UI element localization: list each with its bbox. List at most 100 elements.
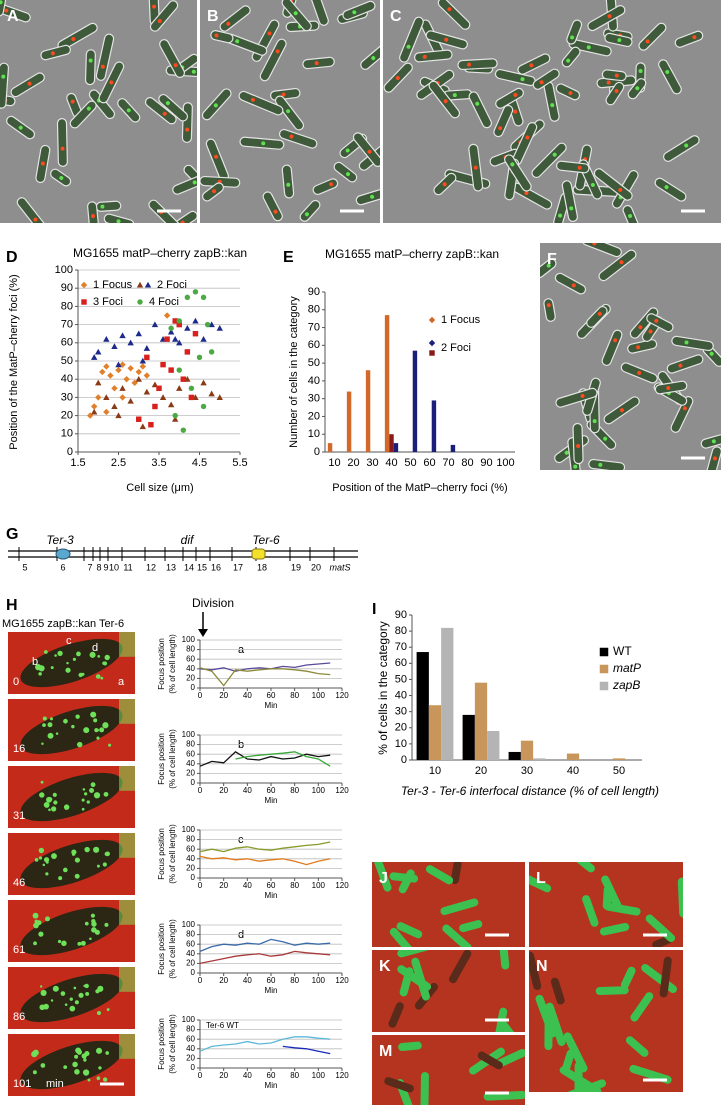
cell-body xyxy=(574,1061,583,1092)
cell-spot xyxy=(59,176,64,181)
point xyxy=(123,376,130,383)
cell-body xyxy=(605,81,625,106)
focus-spot xyxy=(57,650,63,656)
cell-body xyxy=(87,201,101,223)
x-tick-label: 70 xyxy=(442,457,454,469)
cell xyxy=(645,914,676,942)
cell-body xyxy=(586,305,608,328)
cell-body xyxy=(262,191,283,222)
cell-body xyxy=(562,1049,575,1073)
cell-body xyxy=(663,135,700,162)
point xyxy=(127,365,134,372)
y-tick-label: 60 xyxy=(186,844,195,853)
cell-body xyxy=(645,914,676,942)
cell-body xyxy=(620,966,636,989)
bright-edge xyxy=(119,833,135,858)
point xyxy=(192,317,199,324)
line xyxy=(199,841,331,853)
y-tick-label: 40 xyxy=(61,373,73,385)
cell xyxy=(425,30,468,50)
cell-body xyxy=(561,180,579,222)
focus-spot xyxy=(90,782,96,788)
x-tick-label: 80 xyxy=(290,976,299,985)
cell xyxy=(602,885,612,910)
point xyxy=(111,403,118,410)
focus-spot xyxy=(45,872,49,876)
legend-label: zapB xyxy=(612,678,640,692)
cell-spot xyxy=(524,191,529,196)
cell-body xyxy=(0,62,10,109)
cell-spot xyxy=(345,172,350,177)
cell-spot xyxy=(539,80,544,85)
x-tick-label: 100 xyxy=(312,786,326,795)
focus-spot xyxy=(90,913,96,918)
y-tick-label: 50 xyxy=(395,673,407,685)
focus-spot xyxy=(50,999,54,1002)
micrograph xyxy=(383,0,721,223)
x-tick-label: 100 xyxy=(312,976,326,985)
bar xyxy=(450,444,456,452)
micrograph xyxy=(372,862,525,947)
focus-spot xyxy=(89,788,95,794)
cell xyxy=(238,90,284,116)
bright-edge xyxy=(119,632,135,657)
x-axis-label: Min xyxy=(265,796,278,805)
x-tick-label: 1.5 xyxy=(70,457,85,469)
cell-spot xyxy=(571,283,576,288)
cell-spot xyxy=(597,311,602,316)
cell-spot xyxy=(475,101,480,106)
focus-spot xyxy=(55,732,59,735)
cell-body xyxy=(593,168,633,201)
cell xyxy=(663,135,700,162)
focus-spot xyxy=(76,651,81,657)
cell xyxy=(117,98,141,123)
cell-body xyxy=(677,877,683,918)
cell xyxy=(333,161,358,183)
cell-body xyxy=(598,249,637,282)
cell xyxy=(457,58,498,71)
micrograph xyxy=(8,967,135,1029)
panel-label: B xyxy=(207,8,219,25)
legend-marker xyxy=(80,281,88,289)
point xyxy=(139,357,146,364)
cell-body xyxy=(16,197,47,223)
panel-label: M xyxy=(379,1043,392,1060)
cell-spot xyxy=(648,329,653,334)
focus-spot xyxy=(106,1008,110,1012)
panel-label: G xyxy=(6,526,18,543)
point xyxy=(180,427,187,433)
y-tick-label: 70 xyxy=(395,641,407,653)
cell-body xyxy=(587,5,626,32)
cell-label: d xyxy=(92,642,98,654)
locus-number: 17 xyxy=(233,562,243,572)
focus-spot xyxy=(32,1070,37,1075)
y-tick-label: 30 xyxy=(395,706,407,718)
focus-spot xyxy=(104,654,110,661)
cell xyxy=(654,177,687,202)
cell-spot xyxy=(88,58,93,63)
focus-spot xyxy=(64,1003,68,1006)
y-tick-label: 10 xyxy=(395,738,407,750)
focus-spot xyxy=(38,847,45,854)
cell-spot xyxy=(590,182,595,187)
cell-spot xyxy=(692,35,697,40)
cell-spot xyxy=(447,7,452,12)
focus-spot xyxy=(53,800,58,805)
cell-spot xyxy=(568,91,573,96)
cell-spot xyxy=(395,76,400,81)
cell-body xyxy=(550,977,565,1005)
y-axis-label: Focus position xyxy=(157,923,166,975)
y-tick-label: 0 xyxy=(191,1063,196,1072)
focus-spot xyxy=(43,857,50,863)
locus-number: 8 xyxy=(96,562,101,572)
cell-body xyxy=(601,329,623,366)
cell-body xyxy=(358,136,380,171)
cell-spot xyxy=(286,182,291,187)
cell-body xyxy=(459,920,483,933)
point xyxy=(167,328,175,335)
x-tick-label: 20 xyxy=(475,765,487,777)
focus-spot xyxy=(39,985,43,988)
micrograph xyxy=(529,862,683,947)
panel-label: L xyxy=(536,870,546,887)
